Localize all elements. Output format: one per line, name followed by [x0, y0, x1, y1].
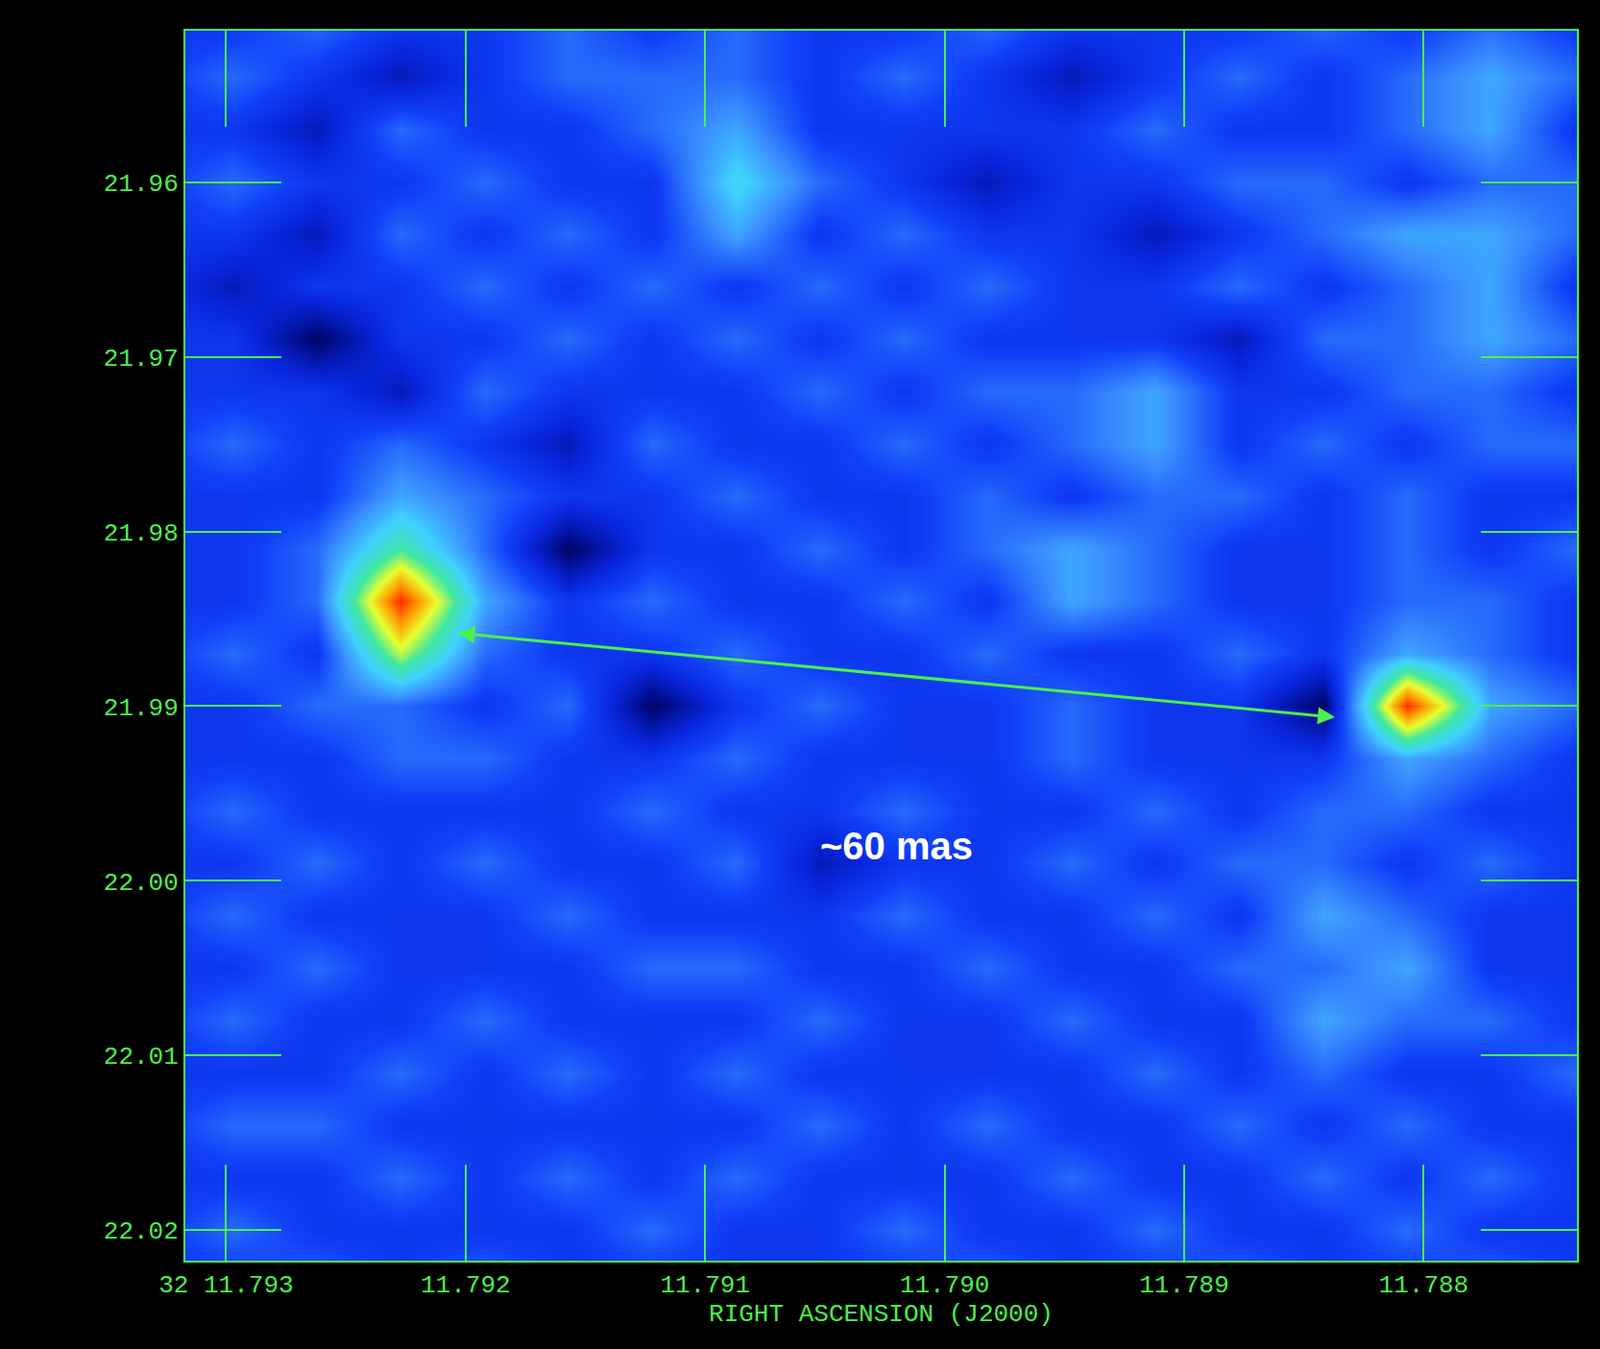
svg-text:11.792: 11.792 — [420, 1271, 511, 1301]
svg-text:21.96: 21.96 — [103, 169, 179, 199]
svg-text:21.99: 21.99 — [103, 694, 179, 724]
svg-text:11.788: 11.788 — [1379, 1271, 1470, 1301]
svg-text:22.01: 22.01 — [103, 1042, 179, 1072]
svg-text:21.97: 21.97 — [103, 344, 179, 374]
svg-text:11.790: 11.790 — [899, 1271, 991, 1301]
svg-text:32 11.793: 32 11.793 — [158, 1271, 293, 1301]
svg-text:21.98: 21.98 — [103, 519, 179, 549]
svg-text:22.00: 22.00 — [103, 869, 179, 898]
svg-text:11.789: 11.789 — [1139, 1271, 1230, 1301]
svg-text:~60 mas: ~60 mas — [820, 824, 973, 868]
svg-text:11.791: 11.791 — [659, 1271, 751, 1301]
svg-text:22.02: 22.02 — [103, 1217, 179, 1247]
svg-text:RIGHT ASCENSION (J2000): RIGHT ASCENSION (J2000) — [708, 1300, 1054, 1330]
